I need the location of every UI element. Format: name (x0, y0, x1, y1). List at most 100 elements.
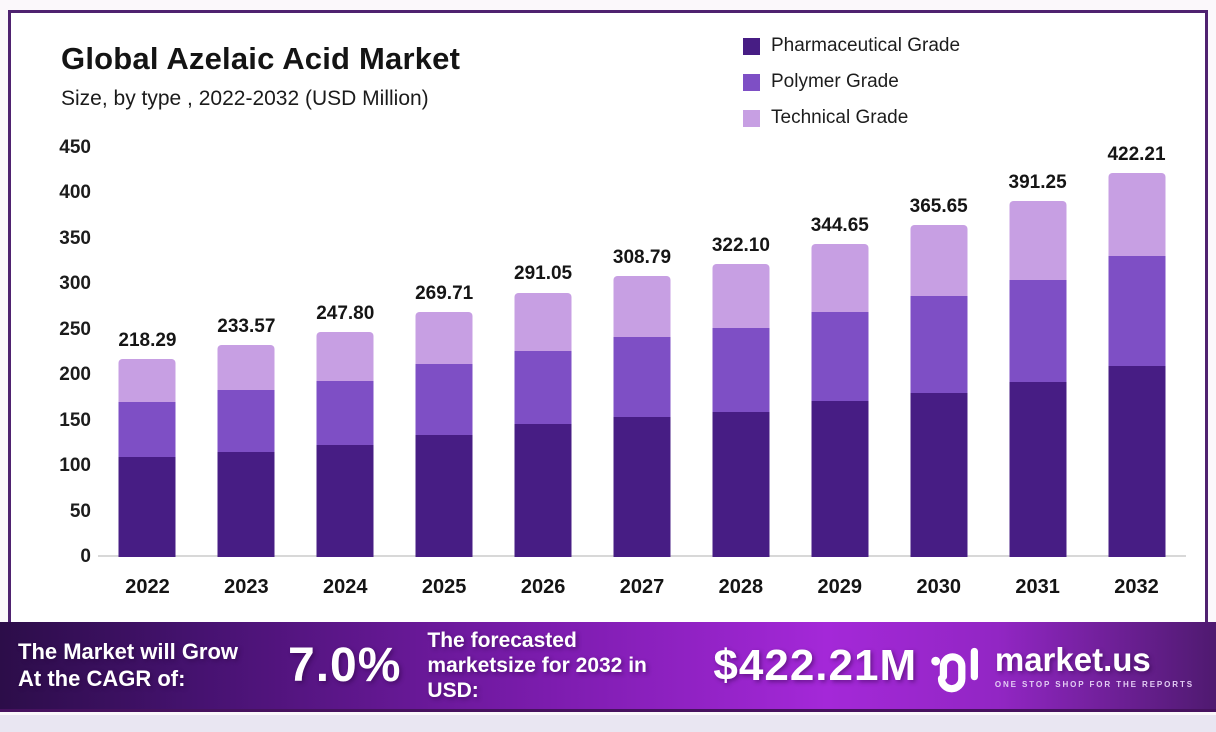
bar-total-label: 422.21 (1107, 144, 1166, 166)
bar-segment-technical-grade (1009, 201, 1067, 280)
legend-label: Polymer Grade (771, 71, 899, 92)
bar-segment-pharmaceutical-grade (910, 393, 968, 557)
forecast-caption-line2: marketsize for 2032 in (427, 653, 647, 677)
bar-segment-technical-grade (811, 243, 869, 312)
bar-segment-pharmaceutical-grade (1009, 381, 1067, 557)
bar-group-2032: 422.21 2032 (1087, 144, 1186, 598)
bar-stack (1108, 173, 1166, 557)
bar-segment-pharmaceutical-grade (316, 445, 374, 557)
x-tick-label: 2024 (323, 576, 368, 598)
cagr-caption: The Market will Grow At the CAGR of: (18, 639, 286, 693)
bar-total-label: 269.71 (415, 282, 474, 304)
forecast-value: $422.21M (713, 640, 918, 690)
y-tick-label: 100 (59, 455, 91, 477)
y-tick-label: 400 (59, 182, 91, 204)
bar-group-2031: 391.25 2031 (988, 148, 1087, 598)
bar-segment-polymer-grade (613, 337, 671, 418)
y-tick-label: 250 (59, 318, 91, 340)
bar-total-label: 322.10 (711, 235, 770, 257)
y-tick-label: 0 (80, 546, 91, 567)
bar-stack (217, 344, 275, 557)
legend-item-2: Technical Grade (743, 107, 960, 129)
legend-swatch-icon (743, 37, 760, 55)
bar-chart-plot-area: 218.29 2022 233.57 2023 247.80 2024 269.71 2025… (98, 144, 1186, 598)
bar-segment-pharmaceutical-grade (118, 457, 176, 557)
bar-segment-technical-grade (514, 292, 572, 352)
x-tick-label: 2027 (619, 576, 665, 598)
bar-segment-pharmaceutical-grade (1108, 366, 1166, 557)
bar-stack (415, 311, 473, 557)
bar-segment-technical-grade (217, 344, 275, 391)
x-tick-label: 2030 (916, 576, 961, 598)
bar-segment-pharmaceutical-grade (415, 435, 473, 557)
bar-segment-polymer-grade (514, 351, 572, 425)
legend-label: Technical Grade (771, 107, 909, 128)
bar-segment-polymer-grade (217, 390, 275, 453)
bar-segment-technical-grade (712, 264, 770, 329)
bar-segment-polymer-grade (316, 380, 374, 446)
legend-swatch-icon (743, 109, 760, 127)
bar-group-2028: 322.10 2028 (691, 148, 790, 598)
bar-segment-polymer-grade (1108, 256, 1166, 367)
legend-swatch-icon (743, 73, 760, 91)
bar-segment-polymer-grade (712, 328, 770, 412)
chart-title: Global Azelaic Acid Market (61, 41, 461, 76)
legend: Pharmaceutical Grade Polymer Grade Technic… (743, 35, 960, 143)
x-tick-label: 2023 (224, 576, 269, 598)
forecast-caption: The forecasted marketsize for 2032 in US… (427, 628, 709, 704)
bar-total-label: 391.25 (1008, 172, 1067, 194)
bar-segment-polymer-grade (910, 296, 968, 394)
y-tick-label: 200 (59, 364, 91, 386)
bar-stack (1009, 201, 1067, 557)
bar-segment-pharmaceutical-grade (613, 417, 671, 557)
bar-segment-pharmaceutical-grade (514, 424, 572, 557)
legend-item-0: Pharmaceutical Grade (743, 35, 960, 57)
bottom-strip (0, 715, 1216, 732)
chart-subtitle: Size, by type , 2022-2032 (USD Million) (61, 87, 429, 110)
bar-segment-pharmaceutical-grade (712, 411, 770, 557)
bar-group-2030: 365.65 2030 (889, 148, 988, 598)
bar-group-2025: 269.71 2025 (395, 148, 494, 598)
bar-stack (712, 264, 770, 557)
bar-stack (811, 243, 869, 557)
bar-total-label: 291.05 (514, 263, 573, 285)
bar-segment-polymer-grade (811, 311, 869, 401)
summary-banner: The Market will Grow At the CAGR of: 7.0… (0, 622, 1216, 712)
bar-group-2024: 247.80 2024 (296, 148, 395, 598)
bar-segment-polymer-grade (415, 363, 473, 436)
bar-segment-technical-grade (415, 311, 473, 364)
y-tick-label: 450 (59, 137, 91, 158)
bar-stack (514, 292, 572, 557)
bar-stack (316, 331, 374, 557)
bar-group-2029: 344.65 2029 (790, 148, 889, 598)
x-tick-label: 2026 (520, 576, 566, 598)
bar-segment-pharmaceutical-grade (217, 452, 275, 557)
x-tick-label: 2022 (125, 576, 170, 598)
brand-tagline: ONE STOP SHOP FOR THE REPORTS (994, 679, 1194, 689)
bar-stack (118, 358, 176, 557)
x-tick-label: 2031 (1015, 576, 1060, 598)
bar-total-label: 344.65 (810, 214, 869, 236)
x-tick-label: 2029 (817, 576, 863, 598)
bar-total-label: 233.57 (217, 315, 276, 337)
cagr-value: 7.0% (288, 639, 402, 692)
bar-group-2023: 233.57 2023 (197, 148, 296, 598)
forecast-caption-line1: The forecasted (427, 628, 577, 652)
bar-segment-technical-grade (910, 224, 968, 297)
bar-stack (613, 276, 671, 557)
x-tick-label: 2025 (421, 576, 467, 598)
x-tick-label: 2028 (718, 576, 764, 598)
legend-item-1: Polymer Grade (743, 71, 960, 93)
y-tick-label: 350 (59, 227, 91, 249)
x-tick-label: 2032 (1114, 576, 1159, 598)
bar-total-label: 308.79 (612, 247, 672, 269)
bar-segment-polymer-grade (1009, 279, 1067, 382)
y-tick-label: 300 (59, 273, 91, 295)
y-tick-label: 150 (59, 409, 91, 431)
chart-card: Global Azelaic Acid Market Size, by type… (8, 10, 1208, 622)
forecast-caption-line3: USD: (427, 679, 479, 703)
bar-total-label: 365.65 (909, 195, 968, 217)
brand-text: market.us ONE STOP SHOP FOR THE REPORTS (995, 643, 1194, 689)
market-us-logo-icon (931, 647, 978, 692)
